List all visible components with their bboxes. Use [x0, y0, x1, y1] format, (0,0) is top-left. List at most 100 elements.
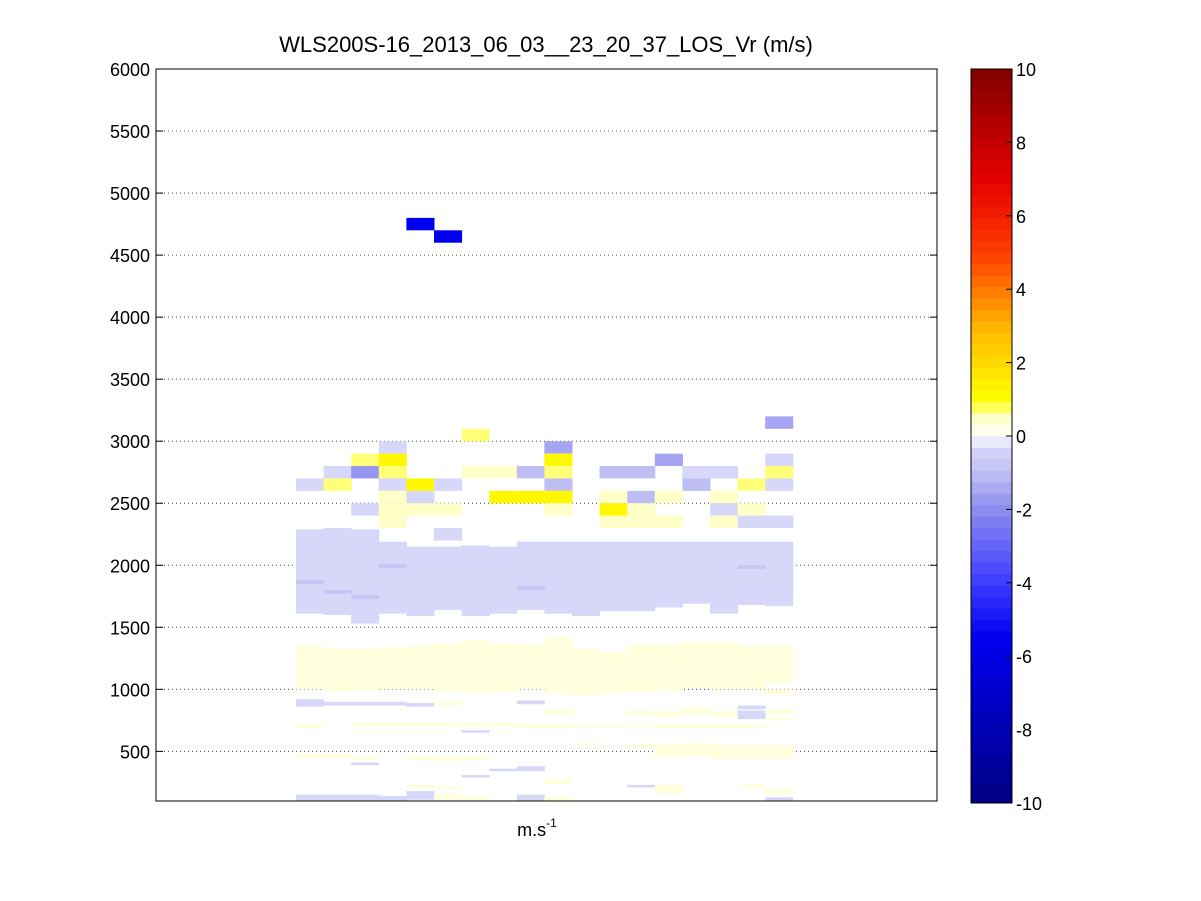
colorbar-band [971, 504, 1012, 517]
heatmap-cell [572, 725, 601, 728]
heatmap-cell [434, 478, 463, 491]
colorbar-band [971, 630, 1012, 643]
colorbar-band [971, 653, 1012, 666]
heatmap-cell [654, 724, 683, 728]
colorbar-band [971, 745, 1012, 758]
heatmap-cell [296, 580, 325, 584]
heatmap-cell [544, 541, 573, 614]
heatmap-cell [737, 645, 766, 690]
heatmap-cell [516, 724, 545, 728]
heatmap-cell [737, 478, 766, 491]
y-tick-label: 3000 [110, 432, 150, 452]
heatmap-cell [737, 503, 766, 516]
heatmap-cell [627, 710, 656, 716]
colorbar-band [971, 378, 1012, 391]
colorbar-band [971, 103, 1012, 116]
heatmap-cell [516, 794, 545, 801]
heatmap-cell [323, 794, 352, 801]
heatmap-cell [572, 648, 601, 696]
colorbar-band [971, 722, 1012, 735]
colorbar-band [971, 91, 1012, 104]
heatmap-cell [406, 503, 435, 516]
heatmap-cell [765, 453, 794, 467]
colorbar-band [971, 780, 1012, 792]
colorbar-band [971, 309, 1012, 322]
colorbar-tick-label: -8 [1016, 721, 1032, 741]
y-tick-label: 1500 [110, 618, 150, 638]
heatmap-cell [544, 797, 573, 801]
y-tick-label: 4500 [110, 246, 150, 266]
y-tick-label: 3500 [110, 370, 150, 390]
heatmap-cell [544, 478, 573, 491]
heatmap-cell [572, 541, 601, 617]
colorbar-tick-label: -10 [1016, 794, 1042, 814]
colorbar-band [971, 791, 1012, 804]
colorbar-band [971, 562, 1012, 575]
y-tick-label: 2000 [110, 556, 150, 576]
heatmap-cell [461, 545, 490, 617]
heatmap-cell [434, 643, 463, 692]
colorbar-band [971, 642, 1012, 655]
heatmap-cell [296, 645, 325, 690]
heatmap-cell [682, 466, 711, 479]
colorbar-band [971, 447, 1012, 460]
heatmap-cell [765, 416, 794, 429]
heatmap-cell [765, 466, 794, 479]
heatmap-cell [765, 541, 794, 607]
heatmap-cell [572, 742, 601, 746]
heatmap-cell [461, 796, 490, 800]
heatmap-cell [710, 711, 739, 717]
heatmap-cell [654, 743, 683, 748]
heatmap-cell [710, 642, 739, 690]
heatmap-cell [489, 466, 518, 479]
heatmap-cell [323, 478, 352, 491]
heatmap-cell [737, 541, 766, 605]
heatmap-cell [544, 778, 573, 784]
colorbar-tick-label: 8 [1016, 133, 1026, 153]
y-tick-label: 5500 [110, 122, 150, 142]
heatmap-cell [544, 453, 573, 467]
heatmap-cell [710, 724, 739, 728]
heatmap-cell [351, 466, 380, 479]
heatmap-cell [323, 528, 352, 615]
heatmap-cell [461, 730, 490, 733]
heatmap-cell [516, 586, 545, 591]
y-tick-label: 2500 [110, 494, 150, 514]
heatmap-cell [765, 689, 794, 695]
heatmap-cell [627, 724, 656, 727]
colorbar-band [971, 321, 1012, 334]
heatmap-cell [351, 503, 380, 516]
colorbar-band [971, 539, 1012, 552]
heatmap-cell [323, 753, 352, 758]
heatmap-cell [406, 478, 435, 491]
heatmap-cell [710, 503, 739, 516]
heatmap-cell [461, 722, 490, 727]
heatmap-cell [323, 648, 352, 692]
heatmap-cell [516, 700, 545, 705]
heatmap-cell [654, 784, 683, 794]
colorbar-band [971, 149, 1012, 162]
heatmap-cell [765, 745, 794, 759]
heatmap-cell [406, 490, 435, 504]
heatmap-cell [627, 784, 656, 788]
heatmap-cell [654, 515, 683, 529]
heatmap-cell [627, 515, 656, 529]
heatmap-cell [296, 699, 325, 707]
heatmap-cell [516, 466, 545, 479]
heatmap-cell [599, 466, 628, 479]
heatmap-cell [434, 546, 463, 610]
heatmap-cell [627, 743, 656, 748]
heatmap-cell [323, 466, 352, 479]
heatmap-cell [682, 746, 711, 757]
heatmap-cell [599, 541, 628, 612]
heatmap-cell [378, 564, 407, 568]
y-tick-label: 1000 [110, 680, 150, 700]
heatmap-cell [406, 702, 435, 707]
heatmap-cell [378, 541, 407, 614]
colorbar-band [971, 126, 1012, 139]
heatmap-cell [489, 546, 518, 614]
heatmap-cell [351, 701, 380, 706]
colorbar-band [971, 263, 1012, 276]
heatmap-cell [516, 541, 545, 610]
